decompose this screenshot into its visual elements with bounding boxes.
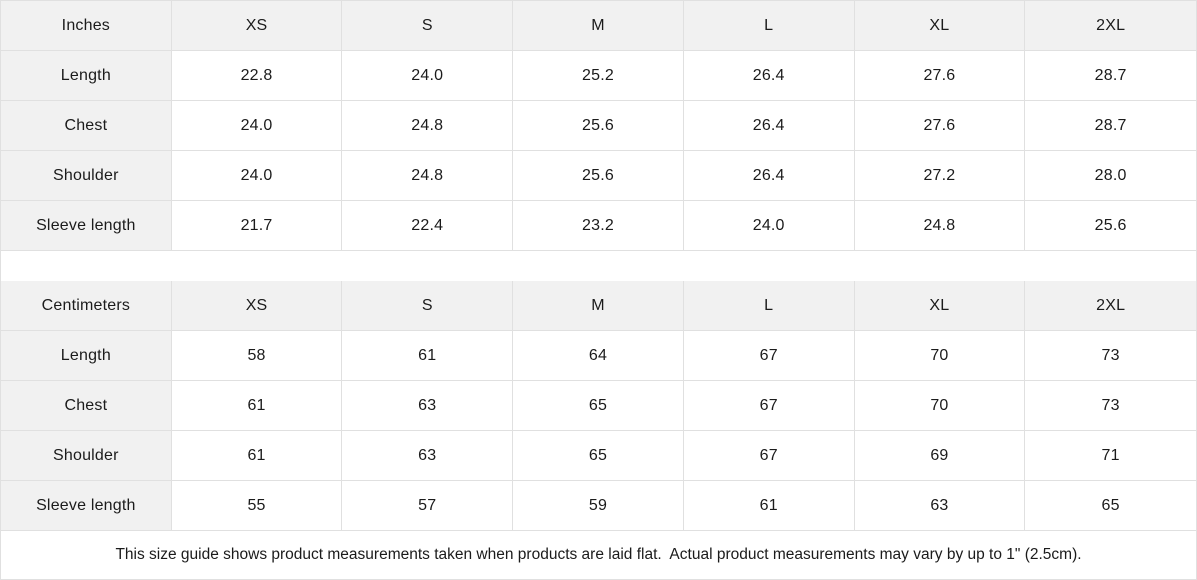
measurement-value-cell: 70 <box>854 381 1026 430</box>
measurement-value-cell: 65 <box>1025 481 1196 530</box>
inches-header-row: Inches XS S M L XL 2XL <box>1 1 1196 51</box>
measurement-value-cell: 24.0 <box>683 201 855 250</box>
measurement-value-cell: 61 <box>683 481 855 530</box>
measurement-value-cell: 69 <box>854 431 1026 480</box>
measurement-value-cell: 67 <box>683 331 855 380</box>
measurement-label-cell: Shoulder <box>1 431 172 480</box>
measurement-value-cell: 24.8 <box>342 101 514 150</box>
inches-unit-header-cell: Inches <box>1 1 172 50</box>
size-column-header-2xl: 2XL <box>1025 281 1196 330</box>
measurement-value-cell: 63 <box>342 381 514 430</box>
measurement-value-cell: 70 <box>854 331 1026 380</box>
measurement-value-cell: 26.4 <box>683 101 855 150</box>
measurement-value-cell: 24.8 <box>342 151 514 200</box>
measurement-value-cell: 63 <box>342 431 514 480</box>
measurement-value-cell: 65 <box>513 431 684 480</box>
centimeters-header-row: Centimeters XS S M L XL 2XL <box>1 281 1196 331</box>
measurement-value-cell: 24.0 <box>171 151 343 200</box>
inches-table-row-sleeve-length: Sleeve length 21.7 22.4 23.2 24.0 24.8 25.6 <box>1 201 1196 251</box>
centimeters-table-row-chest: Chest 61 63 65 67 70 73 <box>1 381 1196 431</box>
measurement-value-cell: 25.6 <box>1025 201 1196 250</box>
measurement-value-cell: 73 <box>1025 331 1196 380</box>
measurement-value-cell: 27.6 <box>854 51 1026 100</box>
measurement-value-cell: 58 <box>171 331 343 380</box>
centimeters-table-row-shoulder: Shoulder 61 63 65 67 69 71 <box>1 431 1196 481</box>
measurement-value-cell: 22.4 <box>342 201 514 250</box>
measurement-label-cell: Sleeve length <box>1 201 172 250</box>
measurement-value-cell: 22.8 <box>171 51 343 100</box>
measurement-label-cell: Length <box>1 331 172 380</box>
measurement-value-cell: 24.0 <box>342 51 514 100</box>
size-column-header-l: L <box>683 1 855 50</box>
measurement-value-cell: 71 <box>1025 431 1196 480</box>
measurement-value-cell: 61 <box>171 381 343 430</box>
size-guide-footnote: This size guide shows product measuremen… <box>1 531 1196 579</box>
size-column-header-xs: XS <box>171 281 343 330</box>
inches-table-row-length: Length 22.8 24.0 25.2 26.4 27.6 28.7 <box>1 51 1196 101</box>
size-column-header-s: S <box>342 281 514 330</box>
size-column-header-xl: XL <box>854 281 1026 330</box>
measurement-value-cell: 28.7 <box>1025 101 1196 150</box>
size-column-header-m: M <box>513 1 684 50</box>
measurement-label-cell: Chest <box>1 381 172 430</box>
measurement-value-cell: 27.2 <box>854 151 1026 200</box>
measurement-value-cell: 73 <box>1025 381 1196 430</box>
measurement-value-cell: 25.6 <box>513 101 684 150</box>
size-column-header-l: L <box>683 281 855 330</box>
size-column-header-xs: XS <box>171 1 343 50</box>
measurement-value-cell: 24.0 <box>171 101 343 150</box>
measurement-value-cell: 61 <box>342 331 514 380</box>
measurement-value-cell: 59 <box>513 481 684 530</box>
measurement-value-cell: 21.7 <box>171 201 343 250</box>
inches-table-row-shoulder: Shoulder 24.0 24.8 25.6 26.4 27.2 28.0 <box>1 151 1196 201</box>
size-guide-table-inches: Inches XS S M L XL 2XL Length 22.8 24.0 25.2 26.4 27… <box>1 1 1196 251</box>
centimeters-table-row-length: Length 58 61 64 67 70 73 <box>1 331 1196 381</box>
size-column-header-xl: XL <box>854 1 1026 50</box>
size-guide-table-centimeters: Centimeters XS S M L XL 2XL Length 58 61 64 67 70 73 C… <box>1 281 1196 531</box>
measurement-value-cell: 61 <box>171 431 343 480</box>
measurement-value-cell: 27.6 <box>854 101 1026 150</box>
measurement-value-cell: 25.6 <box>513 151 684 200</box>
measurement-value-cell: 63 <box>854 481 1026 530</box>
measurement-value-cell: 67 <box>683 431 855 480</box>
measurement-value-cell: 67 <box>683 381 855 430</box>
measurement-label-cell: Shoulder <box>1 151 172 200</box>
measurement-label-cell: Length <box>1 51 172 100</box>
measurement-value-cell: 64 <box>513 331 684 380</box>
measurement-value-cell: 26.4 <box>683 51 855 100</box>
measurement-value-cell: 25.2 <box>513 51 684 100</box>
size-column-header-s: S <box>342 1 514 50</box>
table-gap <box>1 251 1196 281</box>
measurement-value-cell: 24.8 <box>854 201 1026 250</box>
measurement-value-cell: 28.7 <box>1025 51 1196 100</box>
centimeters-unit-header-cell: Centimeters <box>1 281 172 330</box>
measurement-value-cell: 23.2 <box>513 201 684 250</box>
measurement-value-cell: 65 <box>513 381 684 430</box>
measurement-value-cell: 26.4 <box>683 151 855 200</box>
size-column-header-2xl: 2XL <box>1025 1 1196 50</box>
measurement-label-cell: Chest <box>1 101 172 150</box>
measurement-value-cell: 55 <box>171 481 343 530</box>
centimeters-table-row-sleeve-length: Sleeve length 55 57 59 61 63 65 <box>1 481 1196 531</box>
size-column-header-m: M <box>513 281 684 330</box>
inches-table-row-chest: Chest 24.0 24.8 25.6 26.4 27.6 28.7 <box>1 101 1196 151</box>
measurement-value-cell: 28.0 <box>1025 151 1196 200</box>
measurement-value-cell: 57 <box>342 481 514 530</box>
measurement-label-cell: Sleeve length <box>1 481 172 530</box>
